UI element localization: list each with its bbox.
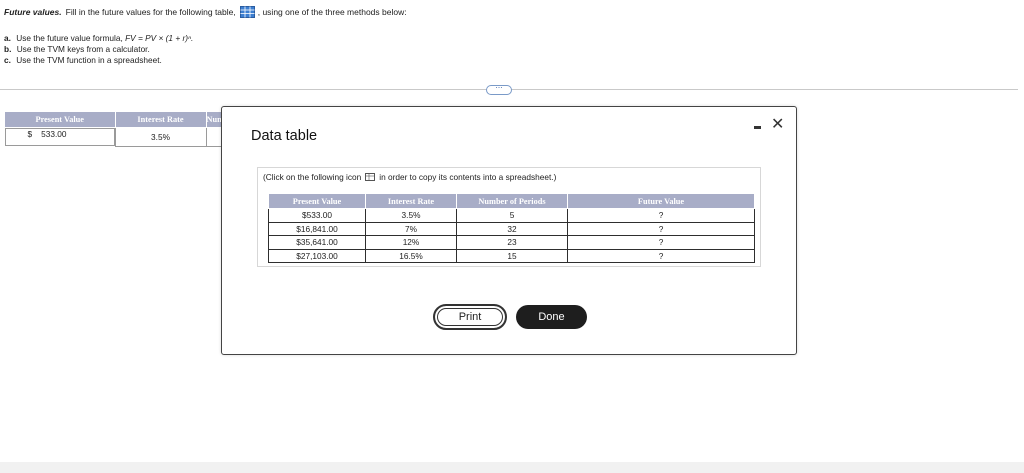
cell-future-value: ? — [567, 221, 755, 236]
cell-periods: 23 — [456, 235, 568, 250]
header-number-of-periods: Number of Periods — [456, 193, 568, 209]
interest-rate-cell: 3.5% — [114, 127, 207, 147]
fv-formula: FV = PV × (1 + r)ⁿ. — [125, 33, 194, 43]
col-interest-rate: Interest Rate — [114, 111, 207, 128]
header-future-value: Future Value — [567, 193, 755, 209]
present-value-cell: $ 533.00 — [4, 128, 115, 146]
method-b-letter: b. — [4, 44, 12, 54]
question-text-end: , using one of the three methods below: — [257, 7, 407, 17]
table-row: $ 533.00 3.5% — [4, 127, 258, 147]
table-row: $35,641.00 12% 23 ? — [268, 235, 755, 250]
cell-future-value: ? — [567, 248, 755, 263]
cell-periods: 15 — [456, 248, 568, 263]
question-prompt: Future values. Fill in the future values… — [4, 6, 407, 18]
table-row: $533.00 3.5% 5 ? — [268, 208, 755, 223]
cell-periods: 32 — [456, 221, 568, 236]
cell-present-value: $27,103.00 — [268, 248, 366, 263]
method-b-text: Use the TVM keys from a calculator. — [16, 44, 150, 54]
copy-instruction: (Click on the following icon in order to… — [263, 172, 556, 182]
method-c-text: Use the TVM function in a spreadsheet. — [16, 55, 162, 65]
bottom-band — [0, 462, 1024, 473]
cell-interest-rate: 12% — [365, 235, 457, 250]
print-button[interactable]: Print — [433, 304, 507, 330]
cell-periods: 5 — [456, 208, 568, 223]
more-options-button[interactable]: ⋯ — [486, 85, 512, 95]
cell-interest-rate: 3.5% — [365, 208, 457, 223]
present-value: 533.00 — [41, 129, 67, 139]
cell-present-value: $533.00 — [268, 208, 366, 223]
method-a-letter: a. — [4, 33, 11, 43]
copy-note-start: (Click on the following icon — [263, 172, 362, 182]
cell-present-value: $16,841.00 — [268, 221, 366, 236]
spreadsheet-icon[interactable] — [239, 6, 255, 18]
question-title: Future values. — [4, 7, 62, 17]
cell-interest-rate: 7% — [365, 221, 457, 236]
copy-icon[interactable] — [365, 173, 376, 181]
table-row: $27,103.00 16.5% 15 ? — [268, 248, 755, 263]
cell-present-value: $35,641.00 — [268, 235, 366, 250]
copy-note-end: in order to copy its contents into a spr… — [379, 172, 557, 182]
future-value-table: Present Value Interest Rate Number of Pe… — [268, 193, 755, 263]
col-present-value: Present Value — [4, 111, 116, 128]
question-text: Fill in the future values for the follow… — [65, 7, 236, 17]
data-panel: (Click on the following icon in order to… — [257, 167, 761, 267]
done-button[interactable]: Done — [516, 305, 587, 329]
method-a: a. Use the future value formula, FV = PV… — [4, 33, 193, 43]
dialog-title: Data table — [251, 128, 318, 144]
minimize-icon[interactable] — [753, 122, 763, 132]
answer-table: Present Value Interest Rate Numb $ 533.0… — [4, 111, 258, 147]
cell-future-value: ? — [567, 235, 755, 250]
currency-symbol: $ — [27, 129, 33, 139]
method-c: c. Use the TVM function in a spreadsheet… — [4, 55, 162, 65]
close-icon[interactable]: ✕ — [771, 116, 785, 133]
method-b: b. Use the TVM keys from a calculator. — [4, 44, 150, 54]
method-a-text: Use the future value formula, — [16, 33, 123, 43]
cell-interest-rate: 16.5% — [365, 248, 457, 263]
data-table-dialog: Data table ✕ (Click on the following ico… — [221, 106, 797, 355]
table-row: $16,841.00 7% 32 ? — [268, 221, 755, 236]
header-interest-rate: Interest Rate — [365, 193, 457, 209]
header-present-value: Present Value — [268, 193, 366, 209]
method-c-letter: c. — [4, 55, 11, 65]
cell-future-value: ? — [567, 208, 755, 223]
